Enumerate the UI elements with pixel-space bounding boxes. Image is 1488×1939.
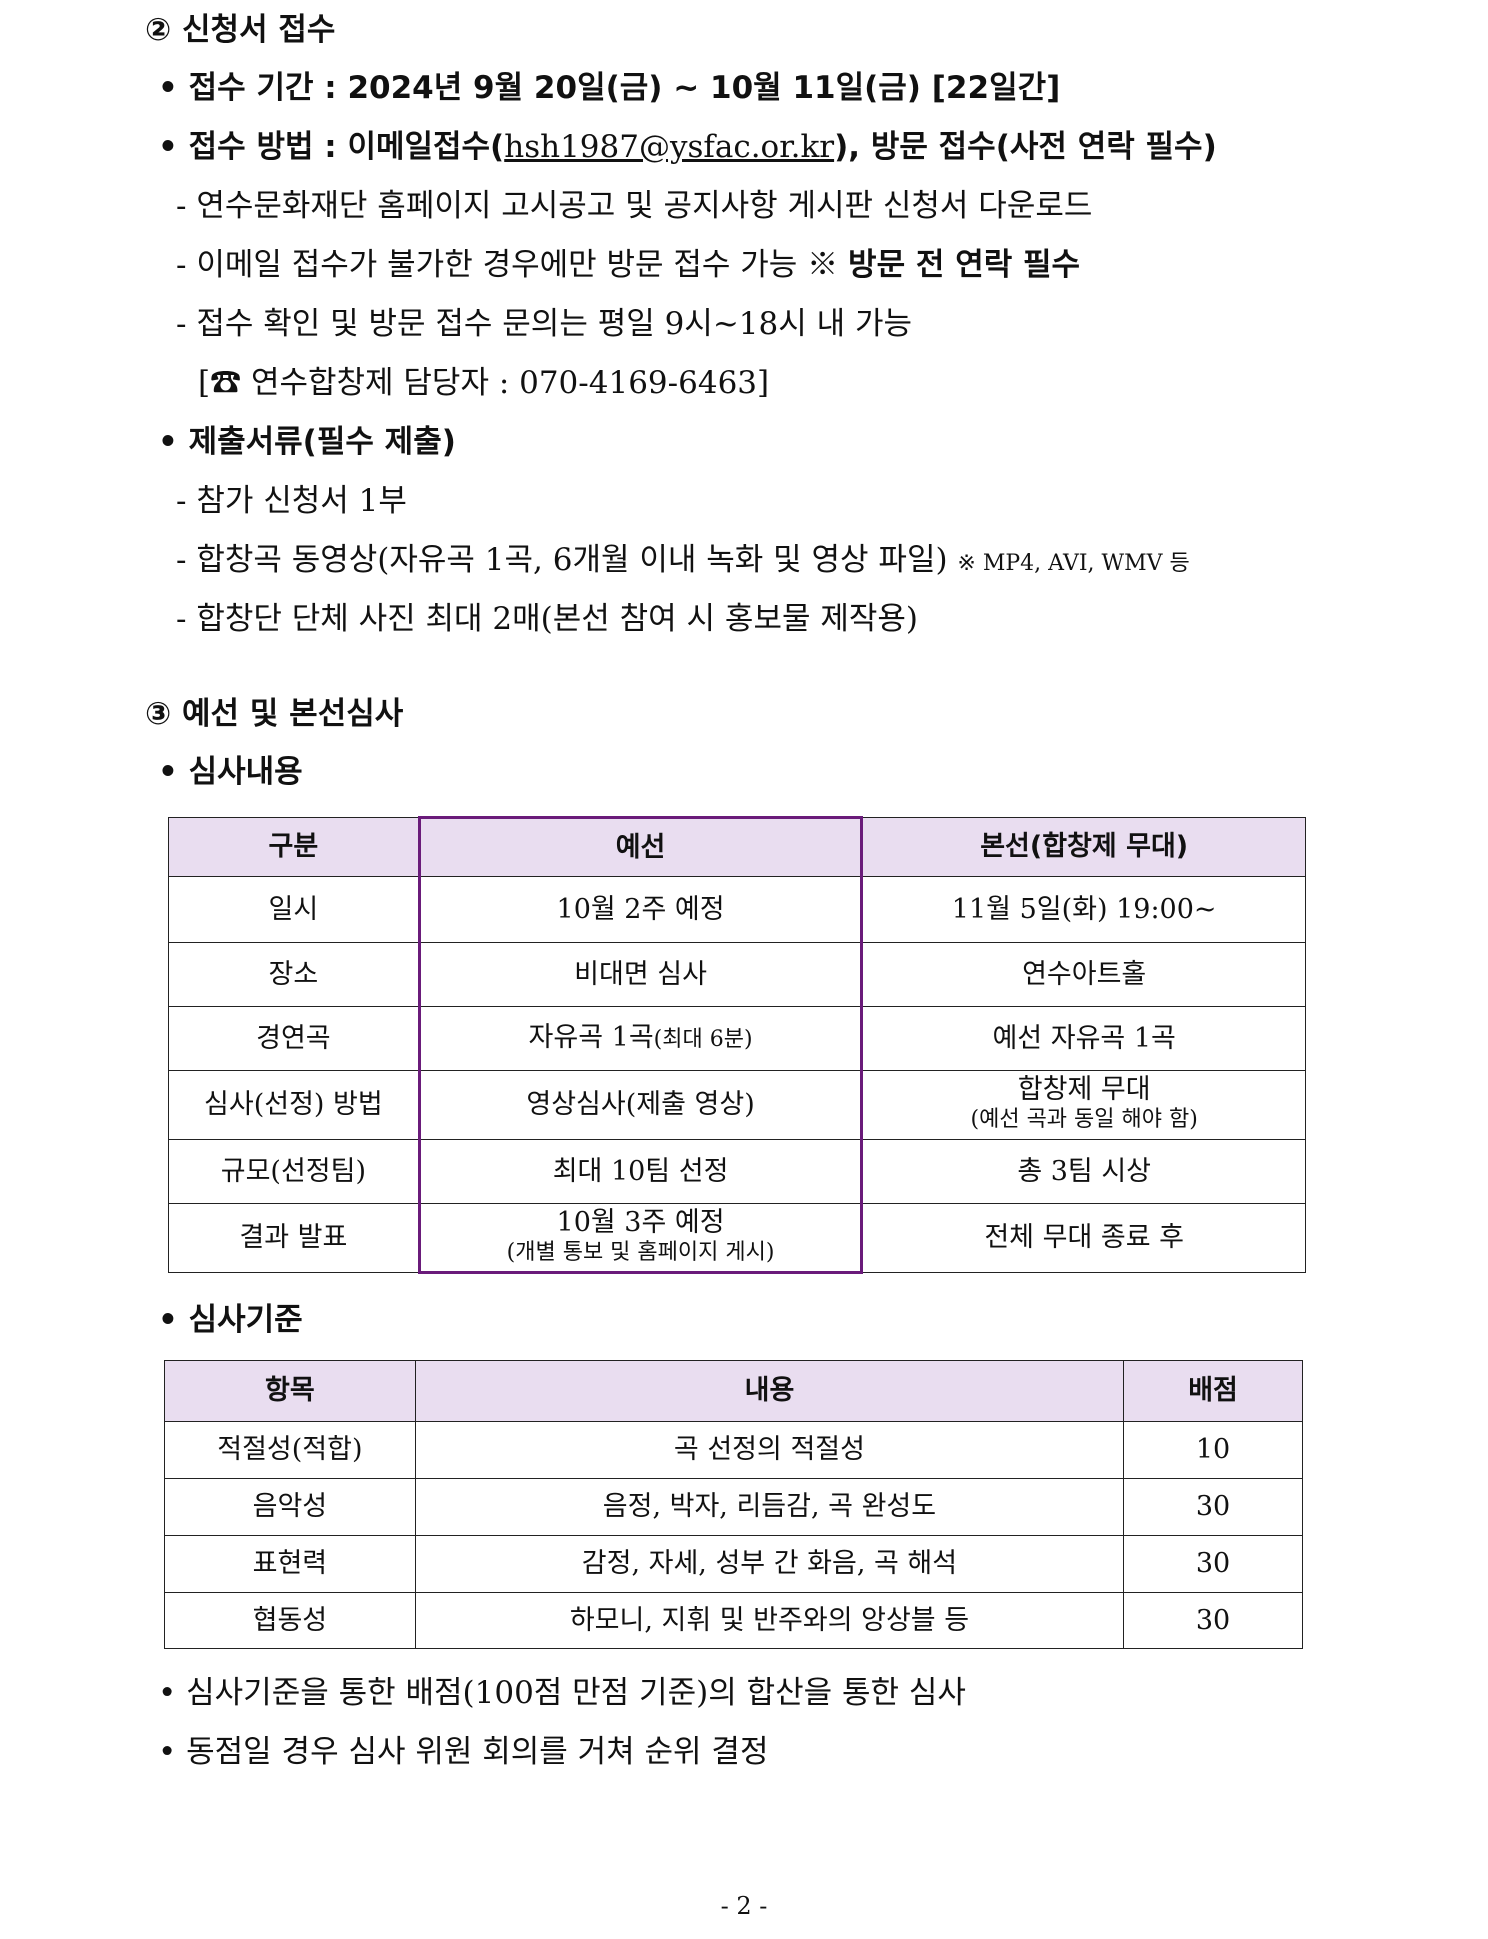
table-row: 협동성 하모니, 지휘 및 반주와의 앙상블 등 30	[164, 1592, 1303, 1649]
cell: 전체 무대 종료 후	[861, 1203, 1306, 1273]
cell: 장소	[168, 942, 420, 1007]
cell: 연수아트홀	[861, 942, 1306, 1007]
cell: 30	[1123, 1478, 1303, 1536]
table-row: 일시 10월 2주 예정 11월 5일(화) 19:00~	[168, 876, 1306, 943]
table-row: 적절성(적합) 곡 선정의 적절성 10	[164, 1421, 1303, 1479]
method-item: - 이메일 접수가 불가한 경우에만 방문 접수 가능 ※ 방문 전 연락 필수	[176, 245, 1080, 285]
cell: 합창제 무대 (예선 곡과 동일 해야 함)	[861, 1070, 1306, 1140]
cell: 최대 10팀 선정	[417, 1139, 864, 1204]
cell: 자유곡 1곡(최대 6분)	[417, 1006, 864, 1071]
cell-note: (개별 통보 및 홈페이지 게시)	[506, 1239, 775, 1265]
cell: 비대면 심사	[417, 942, 864, 1007]
cell: 경연곡	[168, 1006, 420, 1071]
note-line: • 심사기준을 통한 배점(100점 만점 기준)의 합산을 통한 심사	[158, 1675, 966, 1711]
cell: 협동성	[164, 1592, 416, 1649]
table-row: 음악성 음정, 박자, 리듬감, 곡 완성도 30	[164, 1478, 1303, 1536]
cell-note: (최대 6분)	[653, 1026, 753, 1052]
table-row: 심사(선정) 방법 영상심사(제출 영상) 합창제 무대 (예선 곡과 동일 해야…	[168, 1070, 1306, 1140]
section3-heading: ③ 예선 및 본선심사	[145, 696, 404, 732]
method-item-text: - 이메일 접수가 불가한 경우에만 방문 접수 가능 ※	[176, 247, 849, 283]
cell-text: 10월 3주 예정	[556, 1206, 725, 1238]
table-row: 규모(선정팀) 최대 10팀 선정 총 3팀 시상	[168, 1139, 1306, 1204]
cell: 영상심사(제출 영상)	[417, 1070, 864, 1140]
doc-item: - 합창단 단체 사진 최대 2매(본선 참여 시 홍보물 제작용)	[176, 601, 918, 637]
cell: 예선 자유곡 1곡	[861, 1006, 1306, 1071]
header-cell: 항목	[164, 1360, 416, 1422]
cell-text: 자유곡 1곡	[528, 1021, 654, 1053]
cell: 음정, 박자, 리듬감, 곡 완성도	[414, 1478, 1125, 1536]
table-row: 장소 비대면 심사 연수아트홀	[168, 942, 1306, 1007]
table-row: 결과 발표 10월 3주 예정 (개별 통보 및 홈페이지 게시) 전체 무대 종…	[168, 1203, 1306, 1274]
video-formats: ※ MP4, AVI, WMV 등	[957, 551, 1190, 576]
cell: 10월 2주 예정	[417, 876, 864, 943]
cell: 음악성	[164, 1478, 416, 1536]
cell: 하모니, 지휘 및 반주와의 앙상블 등	[414, 1592, 1125, 1649]
content-heading: • 심사내용	[158, 754, 303, 790]
cell: 결과 발표	[168, 1203, 420, 1273]
cell: 30	[1123, 1535, 1303, 1593]
visit-note: 방문 전 연락 필수	[848, 247, 1081, 283]
cell: 곡 선정의 적절성	[414, 1421, 1125, 1479]
table-row: 표현력 감정, 자세, 성부 간 화음, 곡 해석 30	[164, 1535, 1303, 1593]
header-cell: 구분	[168, 817, 420, 877]
method-prefix: • 접수 방법 : 이메일접수(	[158, 129, 505, 165]
header-cell: 본선(합창제 무대)	[861, 817, 1306, 877]
cell-note: (예선 곡과 동일 해야 함)	[970, 1107, 1198, 1132]
period-line: • 접수 기간 : 2024년 9월 20일(금) ~ 10월 11일(금) […	[158, 70, 1061, 106]
doc-item: - 참가 신청서 1부	[176, 483, 407, 519]
cell: 감정, 자세, 성부 간 화음, 곡 해석	[414, 1535, 1125, 1593]
cell-text: 합창제 무대	[1017, 1074, 1151, 1105]
cell: 규모(선정팀)	[168, 1139, 420, 1204]
cell: 적절성(적합)	[164, 1421, 416, 1479]
contact-line: [☎ 연수합창제 담당자 : 070-4169-6463]	[198, 365, 770, 401]
table-header-row: 항목 내용 배점	[164, 1360, 1303, 1422]
cell: 총 3팀 시상	[861, 1139, 1306, 1204]
doc-item: - 합창곡 동영상(자유곡 1곡, 6개월 이내 녹화 및 영상 파일) ※ M…	[176, 540, 1190, 584]
criteria-heading: • 심사기준	[158, 1302, 303, 1338]
cell: 30	[1123, 1592, 1303, 1649]
email-link[interactable]: hsh1987@ysfac.or.kr	[504, 129, 835, 165]
header-cell: 내용	[414, 1360, 1125, 1422]
docs-heading: • 제출서류(필수 제출)	[158, 424, 456, 460]
table-header-row: 구분 예선 본선(합창제 무대)	[168, 816, 1306, 877]
method-suffix: ), 방문 접수(사전 연락 필수)	[834, 129, 1217, 165]
cell: 11월 5일(화) 19:00~	[861, 876, 1306, 943]
cell: 표현력	[164, 1535, 416, 1593]
section2-heading: ② 신청서 접수	[145, 12, 336, 48]
header-cell: 배점	[1123, 1360, 1303, 1422]
page-number: - 2 -	[720, 1892, 768, 1920]
cell: 일시	[168, 876, 420, 943]
method-item: - 연수문화재단 홈페이지 고시공고 및 공지사항 게시판 신청서 다운로드	[176, 188, 1093, 224]
cell: 10	[1123, 1421, 1303, 1479]
criteria-table: 항목 내용 배점 적절성(적합) 곡 선정의 적절성 10 음악성 음정, 박자…	[164, 1360, 1303, 1649]
method-line: • 접수 방법 : 이메일접수(hsh1987@ysfac.or.kr), 방문…	[158, 127, 1217, 167]
review-content-table: 구분 예선 본선(합창제 무대) 일시 10월 2주 예정 11월 5일(화) …	[168, 816, 1306, 1274]
doc-item-text: - 합창곡 동영상(자유곡 1곡, 6개월 이내 녹화 및 영상 파일)	[176, 542, 958, 578]
cell: 심사(선정) 방법	[168, 1070, 420, 1140]
header-cell: 예선	[417, 816, 864, 877]
cell: 10월 3주 예정 (개별 통보 및 홈페이지 게시)	[417, 1203, 864, 1274]
method-item: - 접수 확인 및 방문 접수 문의는 평일 9시~18시 내 가능	[176, 306, 913, 342]
table-row: 경연곡 자유곡 1곡(최대 6분) 예선 자유곡 1곡	[168, 1006, 1306, 1071]
note-line: • 동점일 경우 심사 위원 회의를 거쳐 순위 결정	[158, 1734, 769, 1770]
